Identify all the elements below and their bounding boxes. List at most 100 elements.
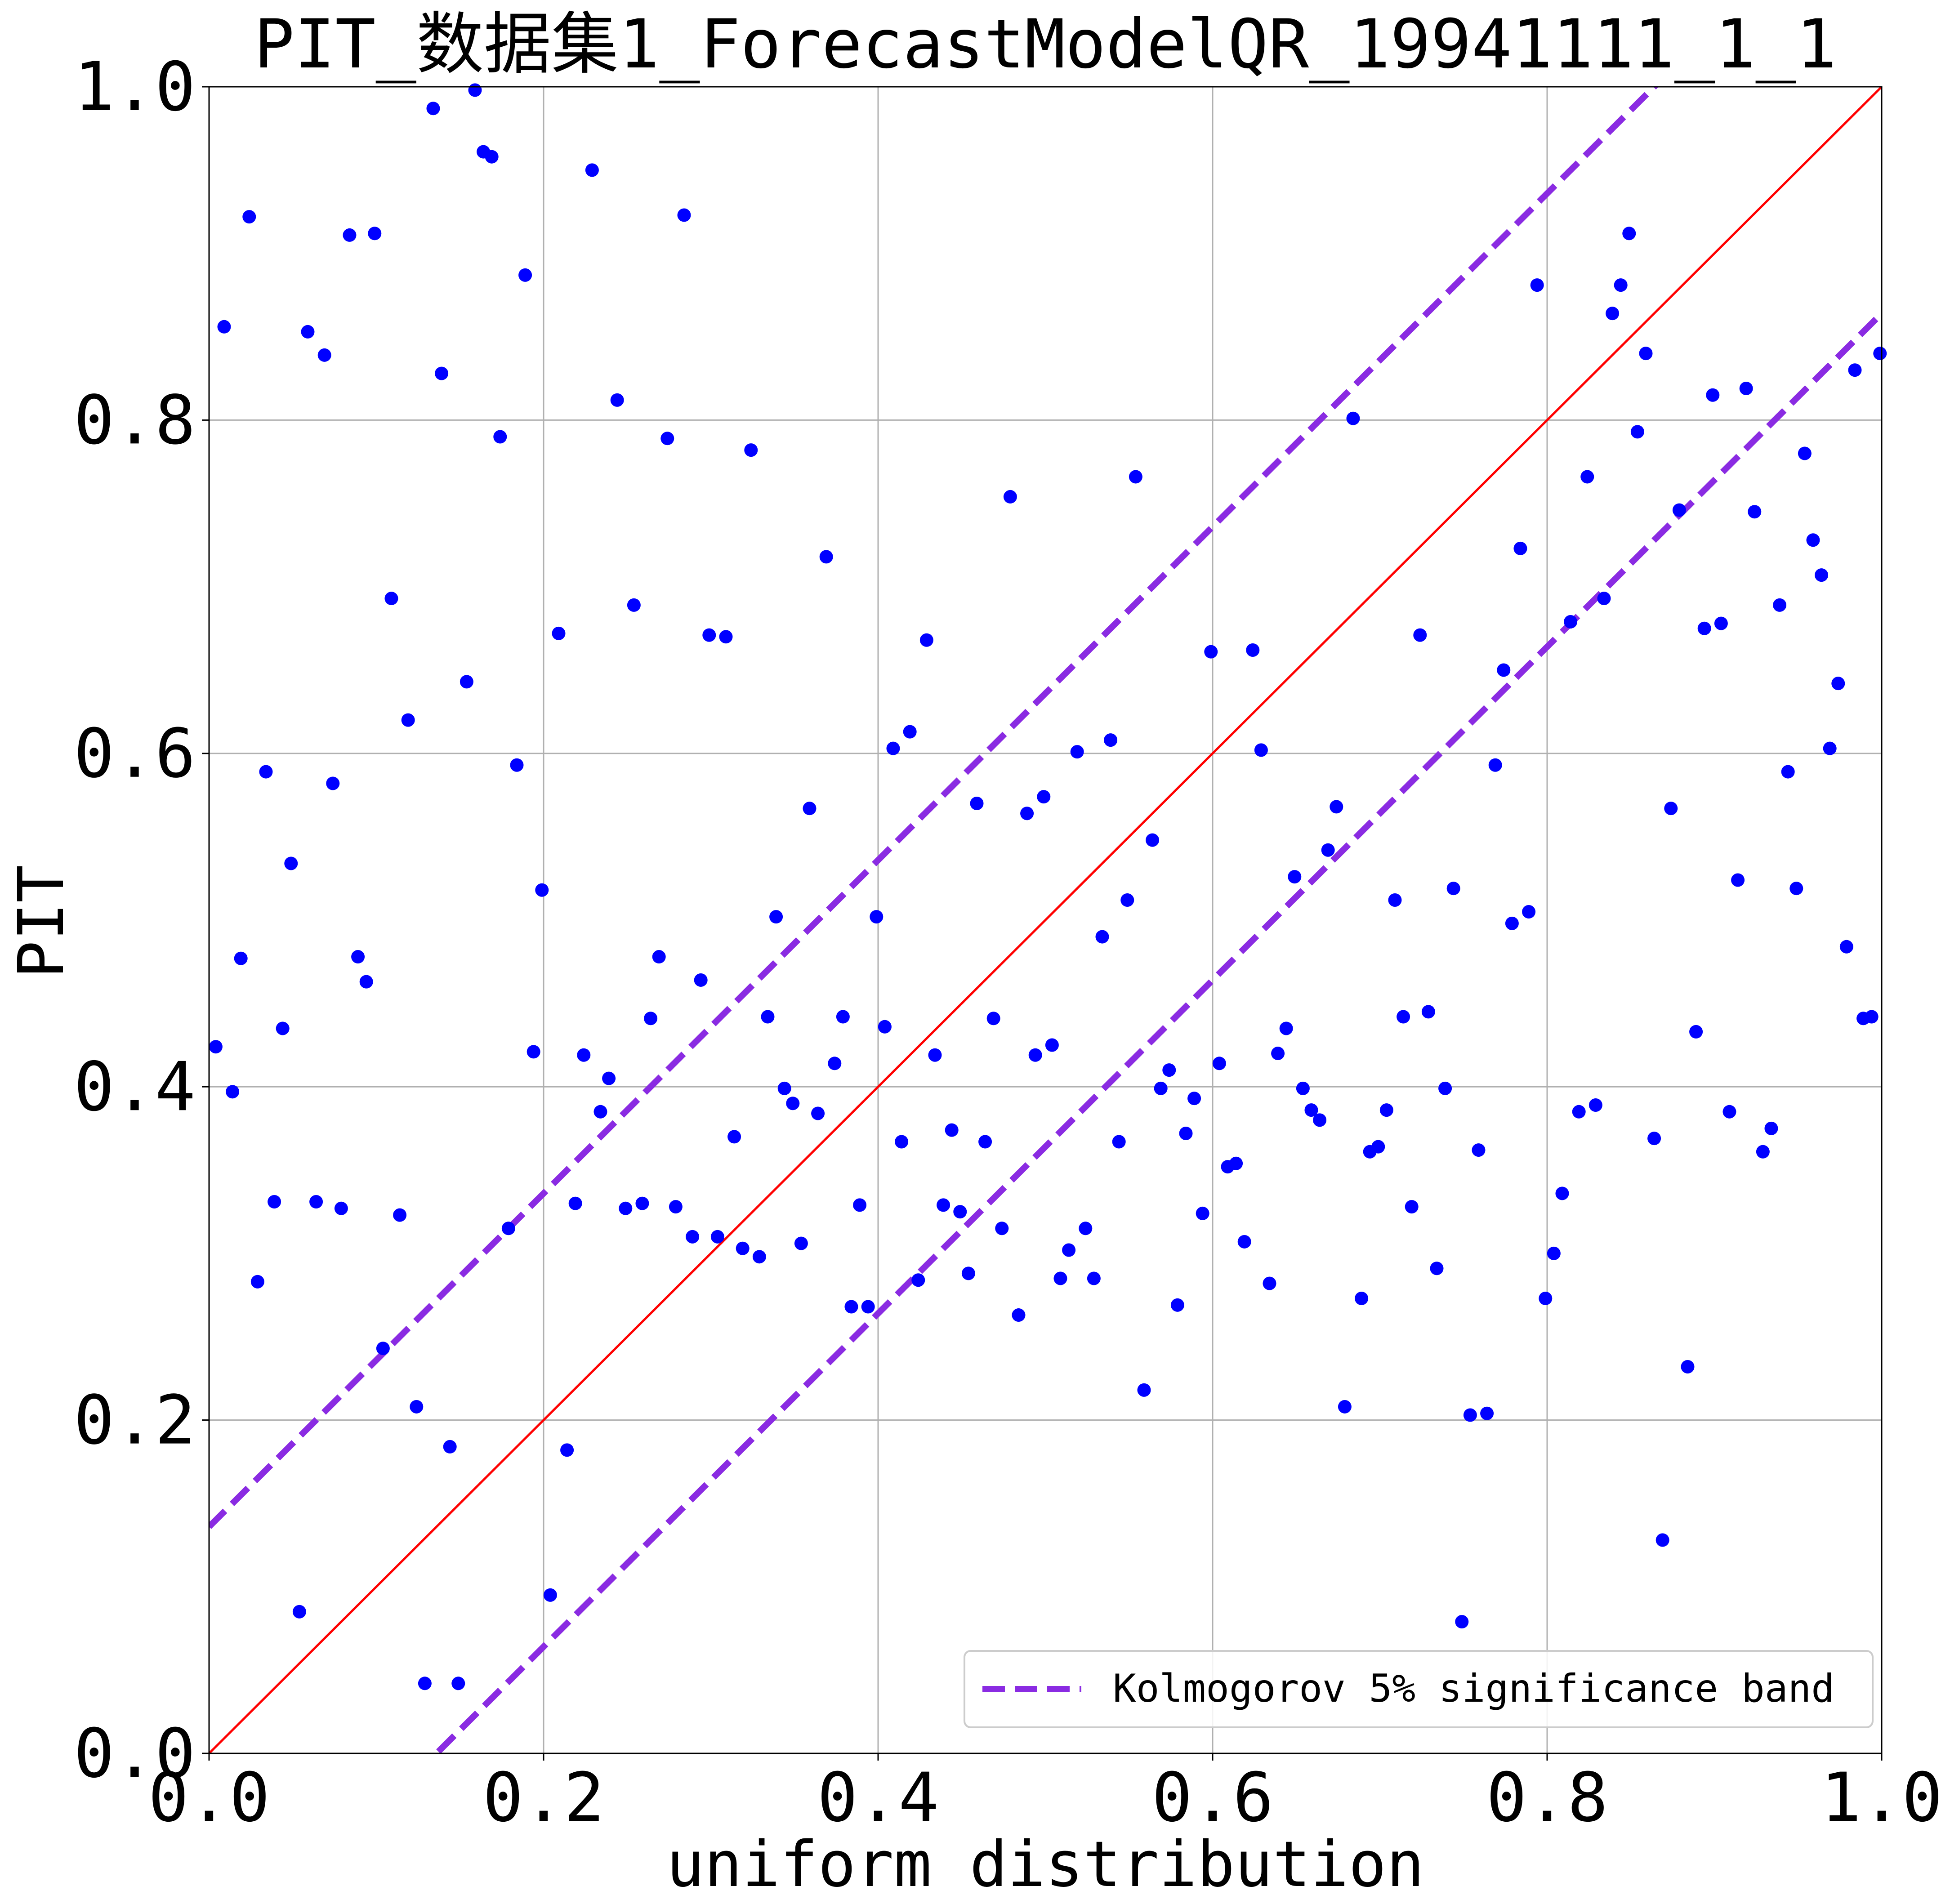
pit-point [1087, 1271, 1101, 1285]
pit-point [1179, 1126, 1193, 1140]
pit-point [560, 1443, 574, 1457]
pit-point [1263, 1276, 1276, 1290]
pit-point [1647, 1132, 1661, 1146]
legend-entry-label: Kolmogorov 5% significance band [1113, 1666, 1834, 1711]
pit-point [1672, 503, 1686, 517]
pit-point [928, 1048, 942, 1062]
pit-point [694, 973, 708, 987]
pit-point [317, 348, 331, 362]
pit-point [1104, 733, 1118, 747]
pit-point [334, 1201, 348, 1215]
plot-frame [208, 86, 1883, 1754]
pit-point [393, 1208, 407, 1222]
x-tick-label: 0.4 [817, 1759, 939, 1837]
pit-point [1129, 470, 1142, 484]
pit-point [226, 1085, 240, 1099]
pit-point [970, 797, 984, 811]
pit-point [1655, 1533, 1669, 1547]
pit-point [401, 713, 415, 727]
pit-point [410, 1400, 424, 1414]
pit-point [1764, 1121, 1778, 1135]
pit-point [1722, 1105, 1736, 1119]
pit-point [268, 1195, 281, 1208]
pit-point [1781, 765, 1795, 779]
pit-point [1012, 1308, 1026, 1322]
pit-point [1773, 598, 1787, 612]
pit-point [1639, 347, 1653, 361]
pit-point [460, 675, 473, 689]
y-axis-label: PIT [5, 865, 78, 979]
pit-point [593, 1105, 607, 1119]
pit-point [953, 1205, 967, 1219]
pit-point [1137, 1383, 1151, 1397]
pit-point [702, 628, 716, 642]
pit-point [1513, 541, 1527, 555]
pit-point [1397, 1010, 1410, 1024]
pit-point [1112, 1135, 1126, 1149]
pit-point [1497, 663, 1511, 677]
pit-point [217, 320, 231, 334]
pit-point [744, 443, 758, 457]
pit-point [1622, 227, 1636, 241]
pit-point [443, 1440, 457, 1454]
pit-point [1421, 1005, 1435, 1019]
pit-point [677, 208, 691, 222]
pit-point [1045, 1038, 1059, 1052]
pit-point [510, 758, 524, 772]
y-tick-label: 0.8 [74, 381, 196, 459]
pit-point [1463, 1408, 1477, 1422]
pit-point [870, 910, 884, 924]
pit-point [326, 776, 340, 790]
pit-point [1187, 1092, 1201, 1106]
pit-point [1831, 677, 1845, 691]
pit-point [301, 325, 315, 339]
x-tick-label: 0.2 [483, 1759, 605, 1837]
pit-point [1237, 1235, 1251, 1249]
significance-band [209, 87, 1882, 1753]
pit-point [1873, 347, 1887, 361]
pit-point [1288, 870, 1302, 884]
pit-point [819, 550, 833, 564]
pit-point [1815, 568, 1829, 582]
pit-point [1555, 1186, 1569, 1200]
pit-point [1697, 621, 1711, 635]
pit-point [376, 1342, 390, 1356]
pit-point [1313, 1113, 1327, 1127]
pit-point [602, 1071, 616, 1085]
pit-point [1839, 940, 1853, 954]
pit-point [769, 910, 783, 924]
pit-point [1572, 1105, 1586, 1119]
pit-point [250, 1275, 264, 1289]
pit-point [1330, 800, 1343, 814]
pit-point [1505, 916, 1519, 930]
pit-point [1689, 1025, 1703, 1039]
pit-point [644, 1012, 658, 1026]
pit-point [1371, 1140, 1385, 1154]
pit-point [853, 1198, 867, 1212]
pit-point [619, 1201, 633, 1215]
pit-point [1748, 505, 1762, 519]
pit-point [435, 366, 449, 380]
pit-point [761, 1010, 775, 1024]
x-tick-label: 0.0 [148, 1759, 270, 1837]
pit-point [1020, 807, 1034, 820]
y-tick-label: 1.0 [74, 48, 196, 126]
pit-point [627, 598, 641, 612]
pit-point [1070, 745, 1084, 759]
pit-point [259, 765, 273, 779]
pit-point [736, 1241, 750, 1255]
pit-point [1271, 1047, 1285, 1061]
pit-point [1212, 1057, 1226, 1070]
pit-point [577, 1048, 591, 1062]
pit-point [610, 393, 624, 407]
pit-point [903, 725, 917, 739]
pit-point [919, 633, 933, 647]
pit-point [986, 1012, 1000, 1026]
pit-point [535, 883, 549, 897]
pit-point [451, 1677, 465, 1690]
pit-point [1120, 893, 1134, 907]
pit-point [1472, 1143, 1486, 1157]
pit-point [1037, 790, 1051, 804]
pit-point [1405, 1200, 1419, 1214]
band-lower-line [432, 311, 1882, 1753]
